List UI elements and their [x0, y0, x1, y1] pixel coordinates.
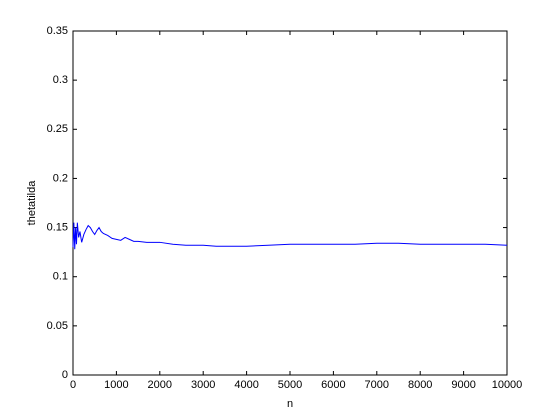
y-tick-label: 0.1 — [53, 271, 68, 283]
x-tick-label: 3000 — [191, 379, 215, 391]
data-line — [72, 222, 508, 250]
x-tick-label: 0 — [70, 379, 76, 391]
y-tick-label: 0.05 — [47, 320, 68, 332]
x-tick-label: 4000 — [234, 379, 258, 391]
x-tick-label: 8000 — [408, 379, 432, 391]
plot-area — [72, 30, 508, 376]
y-tick-label: 0.25 — [47, 123, 68, 135]
y-tick-label: 0 — [62, 369, 68, 381]
y-axis-label: thetatilda — [26, 180, 38, 226]
x-tick-label: 9000 — [451, 379, 475, 391]
y-tick-label: 0.3 — [53, 74, 68, 86]
y-tick-label: 0.2 — [53, 172, 68, 184]
x-tick-label: 2000 — [148, 379, 172, 391]
x-axis-label: n — [287, 398, 293, 410]
x-tick-label: 7000 — [365, 379, 389, 391]
y-tick-label: 0.15 — [47, 221, 68, 233]
y-tick-label: 0.35 — [47, 25, 68, 37]
x-tick-label: 10000 — [492, 379, 523, 391]
x-tick-label: 5000 — [278, 379, 302, 391]
x-tick-label: 1000 — [104, 379, 128, 391]
x-tick-label: 6000 — [321, 379, 345, 391]
